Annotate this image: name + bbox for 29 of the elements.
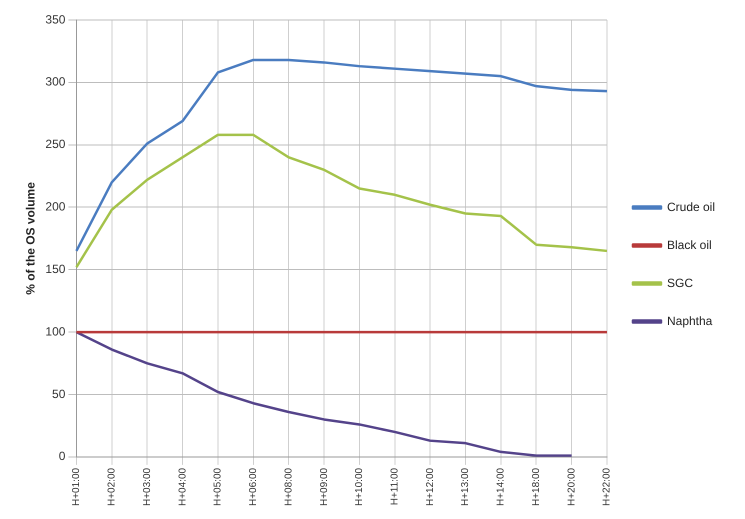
x-tick-label: H+06:00 bbox=[248, 467, 260, 506]
x-tick-label: H+01:00 bbox=[71, 467, 82, 506]
x-tick-label: H+05:00 bbox=[212, 467, 224, 506]
y-tick-label: 50 bbox=[52, 386, 66, 401]
legend-label: Naphtha bbox=[666, 314, 713, 328]
x-tick-label: H+20:00 bbox=[566, 467, 578, 506]
x-tick-label: H+12:00 bbox=[424, 467, 436, 506]
x-tick-label: H+22:00 bbox=[602, 467, 613, 506]
x-tick-label: H+10:00 bbox=[354, 467, 366, 506]
legend-label: SGC bbox=[666, 276, 694, 290]
y-tick-label: 0 bbox=[58, 449, 66, 464]
x-tick-label: H+04:00 bbox=[177, 467, 188, 506]
y-axis-title: % of the OS volume bbox=[24, 182, 38, 295]
x-tick-label: H+11:00 bbox=[390, 467, 401, 506]
y-tick-label: 100 bbox=[45, 324, 66, 338]
x-tick-label: H+09:00 bbox=[318, 467, 330, 506]
x-tick-label: H+18:00 bbox=[530, 467, 542, 506]
y-tick-label: 150 bbox=[45, 262, 66, 276]
x-tick-label: H+03:00 bbox=[142, 467, 153, 506]
y-tick-label: 200 bbox=[45, 200, 66, 214]
x-tick-label: H+13:00 bbox=[460, 467, 472, 506]
y-tick-label: 250 bbox=[45, 137, 66, 152]
y-tick-label: 300 bbox=[45, 74, 66, 89]
x-tick-label: H+08:00 bbox=[283, 467, 294, 506]
x-tick-label: H+14:00 bbox=[496, 467, 507, 506]
y-tick-label: 350 bbox=[45, 12, 66, 26]
legend-label: Black oil bbox=[666, 238, 712, 252]
legend-label: Crude oil bbox=[666, 200, 716, 214]
x-tick-label: H+02:00 bbox=[106, 467, 118, 506]
